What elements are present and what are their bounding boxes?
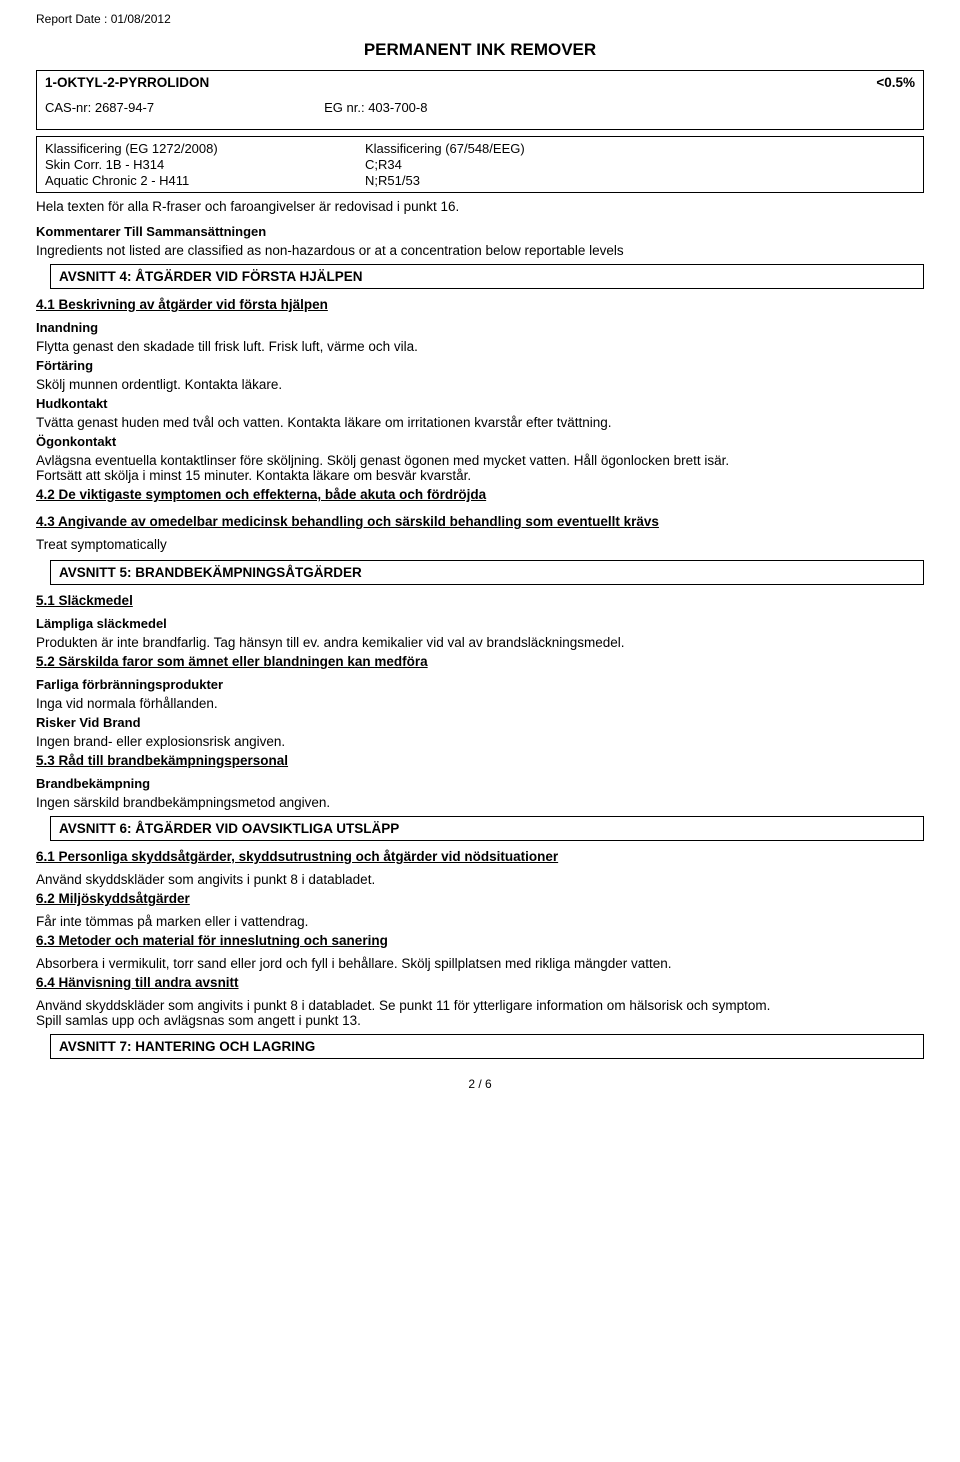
substance-box: 1-OKTYL-2-PYRROLIDON <0.5% CAS-nr: 2687-… (36, 70, 924, 130)
farliga-text: Inga vid normala förhållanden. (36, 696, 924, 711)
r-fraser-note: Hela texten för alla R-fraser och faroan… (36, 199, 924, 214)
section-6-2: 6.2 Miljöskyddsåtgärder (36, 891, 924, 906)
hudkontakt-label: Hudkontakt (36, 396, 924, 411)
section-4-3-text: Treat symptomatically (36, 537, 924, 552)
class-right-header: Klassificering (67/548/EEG) (365, 141, 915, 156)
page-number: 2 / 6 (36, 1077, 924, 1091)
substance-percent: <0.5% (876, 75, 915, 90)
substance-name: 1-OKTYL-2-PYRROLIDON (45, 75, 209, 90)
kommentarer-label: Kommentarer Till Sammansättningen (36, 224, 924, 239)
hudkontakt-text: Tvätta genast huden med tvål och vatten.… (36, 415, 924, 430)
brand-text: Ingen särskild brandbekämpningsmetod ang… (36, 795, 924, 810)
brand-label: Brandbekämpning (36, 776, 924, 791)
ogonkontakt-label: Ögonkontakt (36, 434, 924, 449)
farliga-label: Farliga förbränningsprodukter (36, 677, 924, 692)
ogonkontakt-text1: Avlägsna eventuella kontaktlinser före s… (36, 453, 924, 468)
cas-nr: CAS-nr: 2687-94-7 (45, 100, 154, 115)
fortaring-label: Förtäring (36, 358, 924, 373)
section-5-header: AVSNITT 5: BRANDBEKÄMPNINGSÅTGÄRDER (50, 560, 924, 585)
risker-text: Ingen brand- eller explosionsrisk angive… (36, 734, 924, 749)
document-title: PERMANENT INK REMOVER (36, 40, 924, 60)
lampliga-label: Lämpliga släckmedel (36, 616, 924, 631)
lampliga-text: Produkten är inte brandfarlig. Tag hänsy… (36, 635, 924, 650)
classification-box: Klassificering (EG 1272/2008) Klassifice… (36, 136, 924, 193)
class-row1-left: Skin Corr. 1B - H314 (45, 157, 365, 172)
class-row2-right: N;R51/53 (365, 173, 915, 188)
section-6-4-text1: Använd skyddskläder som angivits i punkt… (36, 998, 924, 1013)
section-4-header: AVSNITT 4: ÅTGÄRDER VID FÖRSTA HJÄLPEN (50, 264, 924, 289)
section-7-header: AVSNITT 7: HANTERING OCH LAGRING (50, 1034, 924, 1059)
inandning-label: Inandning (36, 320, 924, 335)
class-left-header: Klassificering (EG 1272/2008) (45, 141, 365, 156)
ogonkontakt-text2: Fortsätt att skölja i minst 15 minuter. … (36, 468, 924, 483)
section-6-3: 6.3 Metoder och material för inneslutnin… (36, 933, 924, 948)
class-row2-left: Aquatic Chronic 2 - H411 (45, 173, 365, 188)
section-6-header: AVSNITT 6: ÅTGÄRDER VID OAVSIKTLIGA UTSL… (50, 816, 924, 841)
fortaring-text: Skölj munnen ordentligt. Kontakta läkare… (36, 377, 924, 392)
inandning-text: Flytta genast den skadade till frisk luf… (36, 339, 924, 354)
section-5-1: 5.1 Släckmedel (36, 593, 924, 608)
section-4-2: 4.2 De viktigaste symptomen och effekter… (36, 487, 924, 502)
section-6-3-text: Absorbera i vermikulit, torr sand eller … (36, 956, 924, 971)
kommentarer-text: Ingredients not listed are classified as… (36, 243, 924, 258)
section-6-1-text: Använd skyddskläder som angivits i punkt… (36, 872, 924, 887)
report-date: Report Date : 01/08/2012 (36, 12, 924, 26)
section-6-4: 6.4 Hänvisning till andra avsnitt (36, 975, 924, 990)
section-6-2-text: Får inte tömmas på marken eller i vatten… (36, 914, 924, 929)
section-4-1: 4.1 Beskrivning av åtgärder vid första h… (36, 297, 924, 312)
risker-label: Risker Vid Brand (36, 715, 924, 730)
section-4-3: 4.3 Angivande av omedelbar medicinsk beh… (36, 514, 924, 529)
section-5-3: 5.3 Råd till brandbekämpningspersonal (36, 753, 924, 768)
class-row1-right: C;R34 (365, 157, 915, 172)
section-6-1: 6.1 Personliga skyddsåtgärder, skyddsutr… (36, 849, 924, 864)
eg-nr: EG nr.: 403-700-8 (324, 100, 427, 115)
section-5-2: 5.2 Särskilda faror som ämnet eller blan… (36, 654, 924, 669)
section-6-4-text2: Spill samlas upp och avlägsnas som anget… (36, 1013, 924, 1028)
